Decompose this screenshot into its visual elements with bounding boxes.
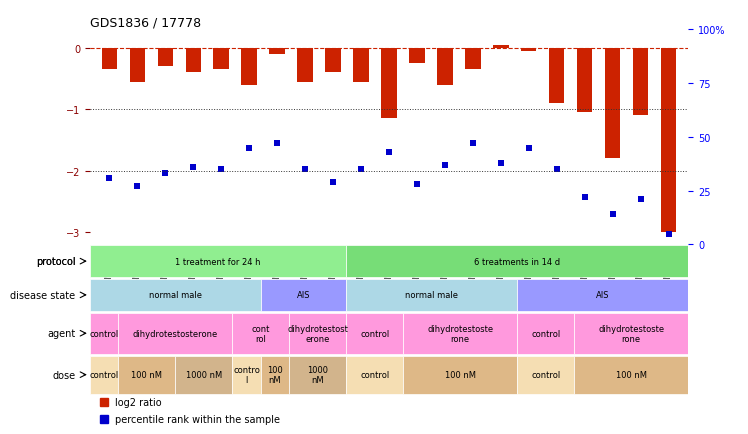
FancyBboxPatch shape — [517, 279, 688, 311]
FancyBboxPatch shape — [403, 313, 517, 354]
Text: control: control — [89, 370, 119, 379]
FancyBboxPatch shape — [90, 279, 261, 311]
Bar — [325, 49, 341, 73]
Bar — [633, 49, 649, 116]
FancyBboxPatch shape — [346, 313, 403, 354]
FancyBboxPatch shape — [517, 356, 574, 394]
Bar — [549, 49, 565, 104]
Text: contro
l: contro l — [233, 365, 260, 385]
FancyBboxPatch shape — [261, 279, 346, 311]
Text: control: control — [531, 370, 560, 379]
Text: 1 treatment for 24 h: 1 treatment for 24 h — [175, 257, 261, 266]
Text: agent: agent — [47, 329, 76, 339]
Text: percentile rank within the sample: percentile rank within the sample — [115, 414, 280, 424]
FancyBboxPatch shape — [261, 356, 289, 394]
FancyBboxPatch shape — [289, 313, 346, 354]
Bar — [381, 49, 396, 119]
Text: control: control — [360, 329, 390, 338]
FancyBboxPatch shape — [403, 356, 517, 394]
Text: control: control — [89, 329, 119, 338]
FancyBboxPatch shape — [90, 245, 346, 278]
Bar — [186, 49, 201, 73]
Text: dihydrotestoste
rone: dihydrotestoste rone — [427, 324, 493, 343]
Bar — [465, 49, 480, 70]
FancyBboxPatch shape — [346, 279, 517, 311]
Text: 100 nM: 100 nM — [131, 370, 162, 379]
Text: control: control — [531, 329, 560, 338]
Text: cont
rol: cont rol — [251, 324, 270, 343]
Text: 100
nM: 100 nM — [267, 365, 283, 385]
Bar — [521, 49, 536, 52]
Bar — [102, 49, 117, 70]
Text: 6 treatments in 14 d: 6 treatments in 14 d — [474, 257, 560, 266]
Text: 100 nM: 100 nM — [616, 370, 647, 379]
Bar — [353, 49, 369, 82]
Bar — [577, 49, 592, 113]
Text: 1000
nM: 1000 nM — [307, 365, 328, 385]
Text: dihydrotestosterone: dihydrotestosterone — [132, 329, 218, 338]
FancyBboxPatch shape — [118, 356, 175, 394]
Bar — [605, 49, 620, 159]
Text: disease state: disease state — [10, 290, 76, 300]
Text: normal male: normal male — [149, 291, 202, 300]
Text: 1000 nM: 1000 nM — [186, 370, 222, 379]
FancyBboxPatch shape — [232, 313, 289, 354]
Text: protocol: protocol — [36, 256, 76, 266]
Bar — [242, 49, 257, 85]
Text: AIS: AIS — [297, 291, 310, 300]
FancyBboxPatch shape — [175, 356, 232, 394]
Text: dihydrotestoste
rone: dihydrotestoste rone — [598, 324, 664, 343]
Bar — [269, 49, 285, 55]
FancyBboxPatch shape — [517, 313, 574, 354]
FancyBboxPatch shape — [346, 356, 403, 394]
Text: AIS: AIS — [596, 291, 610, 300]
Bar — [661, 49, 676, 233]
FancyBboxPatch shape — [346, 245, 688, 278]
Text: protocol: protocol — [36, 256, 76, 266]
Bar — [437, 49, 453, 85]
Text: normal male: normal male — [405, 291, 459, 300]
Bar — [409, 49, 425, 64]
Text: 100 nM: 100 nM — [445, 370, 476, 379]
FancyBboxPatch shape — [232, 356, 261, 394]
Bar — [129, 49, 145, 82]
Bar — [493, 46, 509, 49]
Text: dose: dose — [52, 370, 76, 380]
Text: control: control — [360, 370, 390, 379]
FancyBboxPatch shape — [118, 313, 232, 354]
Text: log2 ratio: log2 ratio — [115, 398, 162, 408]
Bar — [213, 49, 229, 70]
FancyBboxPatch shape — [90, 356, 118, 394]
Bar — [298, 49, 313, 82]
Text: dihydrotestost
erone: dihydrotestost erone — [287, 324, 348, 343]
FancyBboxPatch shape — [574, 313, 688, 354]
Bar — [158, 49, 173, 67]
FancyBboxPatch shape — [289, 356, 346, 394]
Text: GDS1836 / 17778: GDS1836 / 17778 — [90, 16, 201, 29]
FancyBboxPatch shape — [574, 356, 688, 394]
FancyBboxPatch shape — [90, 313, 118, 354]
